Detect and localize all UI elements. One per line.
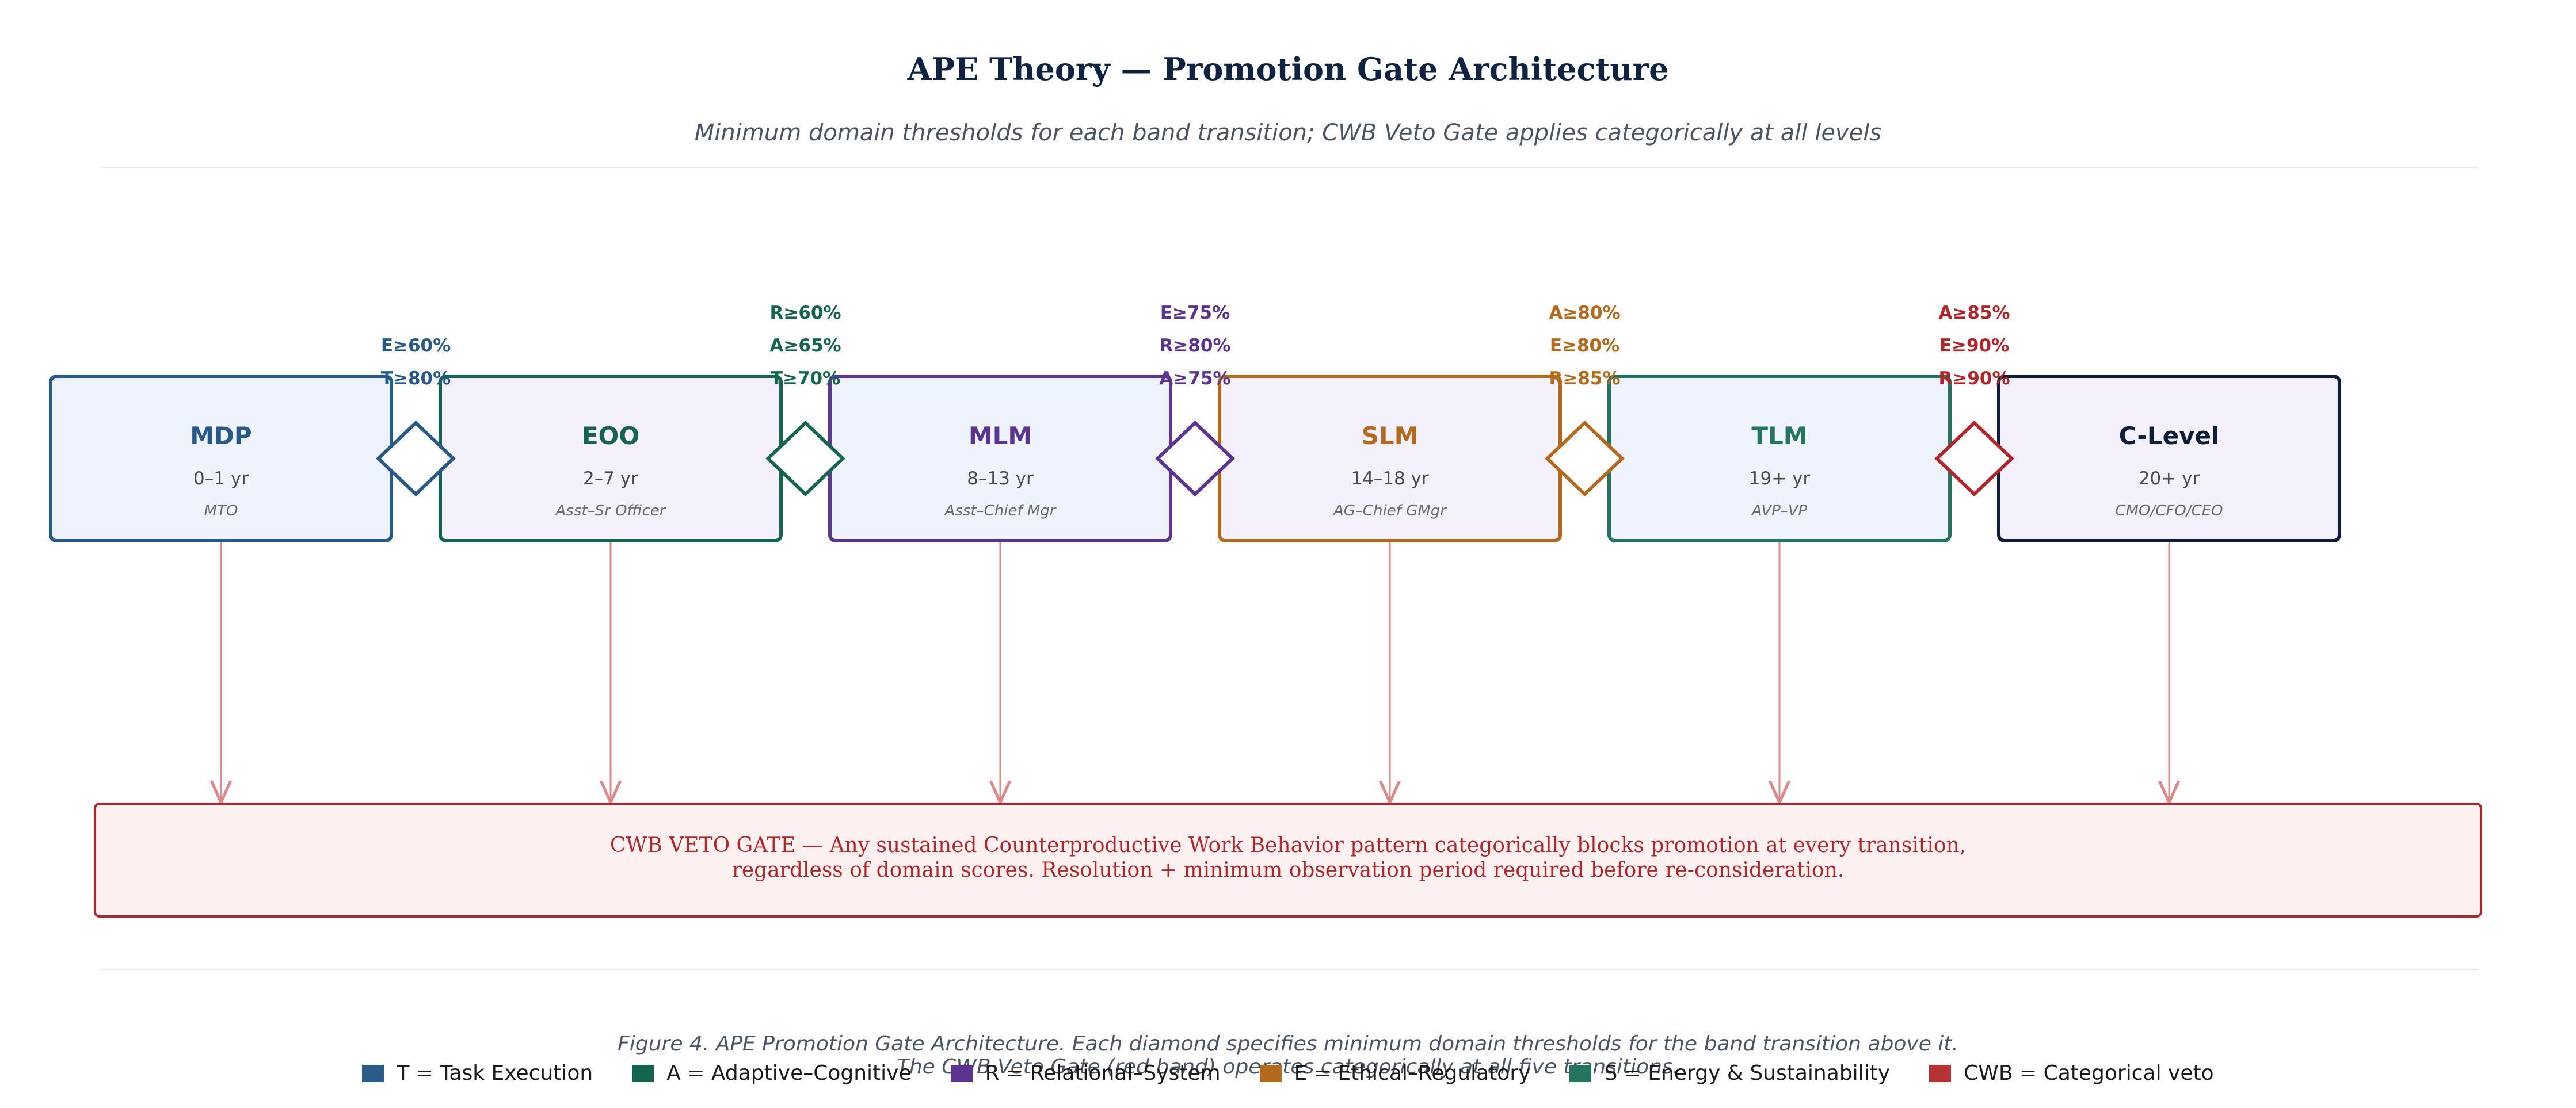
veto-gate-text: CWB VETO GATE — Any sustained Counterpro… (95, 833, 2481, 882)
band-years: 20+ yr (2139, 468, 2200, 489)
gate-threshold: E≥60% (381, 335, 451, 356)
legend-swatch (950, 1064, 973, 1082)
page-title: APE Theory — Promotion Gate Architecture (907, 51, 1669, 87)
page-subtitle: Minimum domain thresholds for each band … (694, 120, 1882, 146)
gate-threshold: R≥60% (769, 303, 841, 323)
legend-label: E = Ethical–Regulatory (1294, 1061, 1531, 1085)
gate-threshold: R≥80% (1159, 335, 1230, 356)
gate-threshold: A≥85% (1938, 303, 2010, 323)
band-years: 19+ yr (1749, 468, 1811, 489)
band-roles: AVP–VP (1751, 502, 1808, 519)
band-box-mlm: MLM 8–13 yr Asst–Chief Mgr (828, 375, 1172, 542)
gate-threshold: T≥70% (771, 368, 840, 389)
band-roles: Asst–Sr Officer (555, 502, 667, 519)
gate-threshold: E≥75% (1160, 303, 1230, 323)
gate-diamond (1545, 420, 1625, 497)
legend-swatch (1259, 1064, 1282, 1082)
band-box-tlm: TLM 19+ yr AVP–VP (1607, 375, 1952, 542)
band-code: EOO (582, 422, 639, 450)
legend: T = Task Execution A = Adaptive–Cognitive… (0, 1061, 2576, 1085)
band-years: 2–7 yr (583, 468, 638, 489)
band-code: C-Level (2119, 422, 2220, 450)
gate-threshold: E≥80% (1550, 335, 1619, 356)
gate-diamond (1155, 420, 1235, 497)
gate-threshold: A≥80% (1549, 303, 1620, 323)
gate-4: A≥80% E≥80% R≥85% (1545, 303, 1625, 497)
veto-line-1: CWB VETO GATE — Any sustained Counterpro… (609, 834, 1967, 857)
legend-label: S = Energy & Sustainability (1604, 1061, 1891, 1085)
band-code: MLM (969, 422, 1032, 450)
figure-caption-line-2: The CWB Veto Gate (red band) operates ca… (896, 1055, 1680, 1079)
legend-item: R = Relational–System (950, 1061, 1221, 1085)
band-code: SLM (1362, 422, 1419, 450)
cwb-veto-gate (94, 803, 2482, 918)
legend-item: A = Adaptive–Cognitive (632, 1061, 912, 1085)
legend-label: A = Adaptive–Cognitive (666, 1061, 912, 1085)
gate-1: E≥60% T≥80% (376, 335, 456, 497)
legend-label: T = Task Execution (397, 1061, 593, 1085)
gate-diamond (765, 420, 845, 497)
legend-swatch (632, 1064, 654, 1082)
band-code: MDP (190, 422, 251, 450)
gate-2: R≥60% A≥65% T≥70% (765, 303, 845, 497)
band-box-eoo: EOO 2–7 yr Asst–Sr Officer (439, 375, 783, 542)
band-years: 14–18 yr (1351, 468, 1429, 489)
legend-swatch (362, 1064, 384, 1082)
band-box-slm: SLM 14–18 yr AG–Chief GMgr (1218, 375, 1562, 542)
band-roles: CMO/CFO/CEO (2115, 502, 2223, 519)
legend-item: E = Ethical–Regulatory (1259, 1061, 1531, 1085)
band-roles: AG–Chief GMgr (1332, 502, 1447, 519)
gate-threshold: R≥90% (1938, 368, 2010, 389)
gate-5: A≥85% E≥90% R≥90% (1934, 303, 2014, 497)
gate-diamond (376, 420, 456, 497)
legend-swatch (1929, 1064, 1952, 1082)
band-box-c-level: C-Level 20+ yr CMO/CFO/CEO (1997, 375, 2341, 542)
gate-threshold: E≥90% (1939, 335, 2009, 356)
gate-threshold: R≥85% (1549, 368, 1620, 389)
band-years: 8–13 yr (967, 468, 1034, 489)
band-years: 0–1 yr (193, 468, 249, 489)
veto-line-2: regardless of domain scores. Resolution … (731, 858, 1845, 882)
legend-item: T = Task Execution (362, 1061, 593, 1085)
legend-label: R = Relational–System (985, 1061, 1221, 1085)
legend-item: S = Energy & Sustainability (1569, 1061, 1890, 1085)
legend-label: CWB = Categorical veto (1964, 1061, 2214, 1085)
bottom-divider (101, 969, 2478, 970)
gate-threshold: A≥75% (1159, 368, 1230, 389)
figure-caption-line-1: Figure 4. APE Promotion Gate Architectur… (618, 1032, 1958, 1056)
band-code: TLM (1751, 422, 1807, 450)
legend-item: CWB = Categorical veto (1929, 1061, 2214, 1085)
gate-diamond (1934, 420, 2014, 497)
top-divider (101, 167, 2478, 168)
band-roles: Asst–Chief Mgr (944, 502, 1057, 519)
legend-swatch (1569, 1064, 1592, 1082)
band-box-mdp: MDP 0–1 yr MTO (49, 375, 393, 542)
band-roles: MTO (204, 502, 238, 519)
gate-threshold: T≥80% (381, 368, 451, 389)
gate-threshold: A≥65% (769, 335, 841, 356)
gate-3: E≥75% R≥80% A≥75% (1155, 303, 1235, 497)
